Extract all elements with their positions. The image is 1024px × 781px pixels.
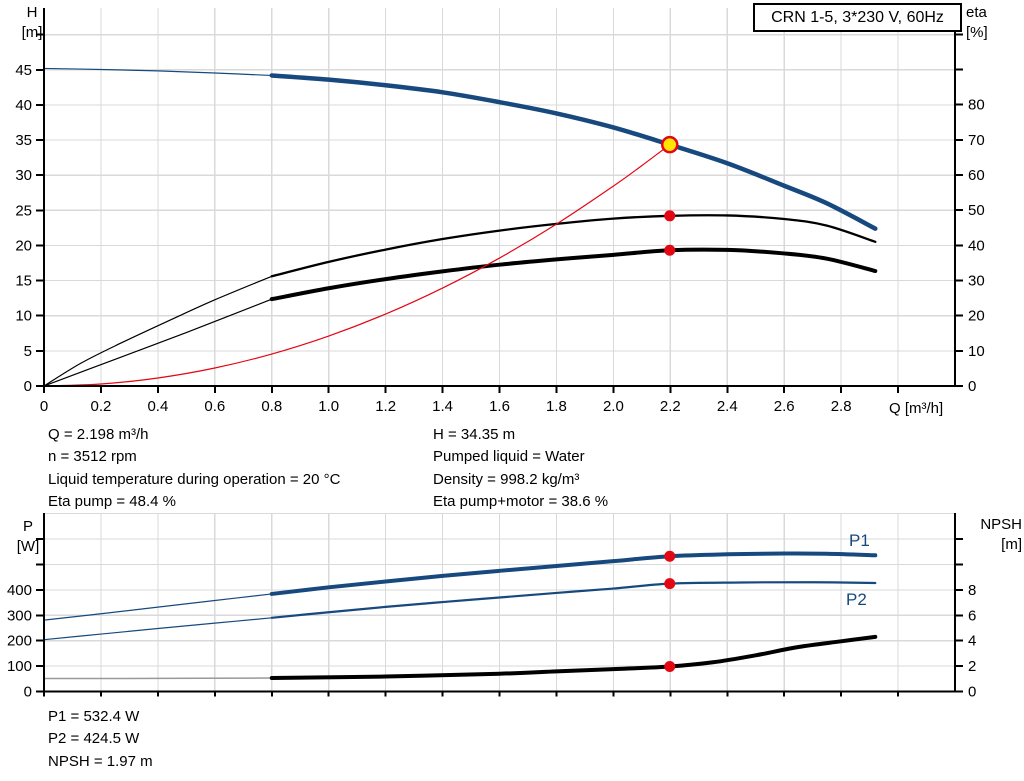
eta-axis-title-line2: [%] [966,24,988,41]
q-axis-title: Q [m³/h] [889,400,944,417]
svg-text:35: 35 [15,132,32,149]
p-axis-title-line1: P [22,518,33,535]
annotation-p1: P1 = 532.4 W [48,708,140,725]
power-data-column: P1 = 532.4 W P2 = 424.5 W NPSH = 1.97 m [48,706,153,773]
svg-text:20: 20 [968,308,985,325]
annotation-speed: n = 3512 rpm [48,448,137,466]
svg-text:0.4: 0.4 [147,398,168,415]
svg-text:40: 40 [15,97,32,114]
svg-text:1.8: 1.8 [546,398,567,415]
npsh-axis-title: NPSH [m] [955,515,1022,555]
svg-text:2.2: 2.2 [660,398,681,415]
svg-text:0: 0 [24,378,32,395]
annotation-npsh: NPSH = 1.97 m [48,752,153,770]
annotation-density: Density = 998.2 kg/m³ [433,470,580,488]
p1-curve-label: P1 [849,531,870,550]
npsh-axis-title-line1: NPSH [980,516,1022,533]
svg-text:1.6: 1.6 [489,398,510,415]
svg-text:1.0: 1.0 [318,398,339,415]
svg-text:20: 20 [15,237,32,254]
svg-text:300: 300 [7,607,32,624]
p-axis-title: P [W] [8,517,48,557]
model-title: CRN 1-5, 3*230 V, 60Hz [771,8,944,26]
svg-text:30: 30 [968,273,985,290]
svg-text:0: 0 [968,378,976,395]
svg-text:2.8: 2.8 [831,398,852,415]
svg-text:10: 10 [15,308,32,325]
svg-text:100: 100 [7,658,32,675]
svg-text:50: 50 [968,202,985,219]
h-axis-title: H [m] [12,3,52,43]
operating-data-left-column: Q = 2.198 m³/h n = 3512 rpm Liquid tempe… [48,424,340,513]
svg-text:2.0: 2.0 [603,398,624,415]
svg-text:1.2: 1.2 [375,398,396,415]
svg-text:60: 60 [968,167,985,184]
annotation-head: H = 34.35 m [433,426,516,443]
svg-text:10: 10 [968,343,985,360]
operating-data-right-column: H = 34.35 m Pumped liquid = Water Densit… [433,424,608,513]
svg-text:0.8: 0.8 [261,398,282,415]
svg-text:80: 80 [968,97,985,114]
model-title-box: CRN 1-5, 3*230 V, 60Hz [753,3,962,32]
p-axis-title-line2: [W] [16,538,40,555]
svg-text:5: 5 [24,343,32,360]
svg-text:0: 0 [40,398,48,415]
svg-text:70: 70 [968,132,985,149]
annotation-liquid-temperature: Liquid temperature during operation = 20… [48,470,341,488]
svg-text:6: 6 [968,607,976,624]
svg-text:8: 8 [968,582,976,599]
svg-text:1.4: 1.4 [432,398,453,415]
eta-axis-title: eta [%] [966,3,1018,43]
svg-text:15: 15 [15,273,32,290]
svg-text:2: 2 [968,658,976,675]
npsh-axis-title-line2: [m] [1001,536,1022,553]
h-axis-title-line2: [m] [21,24,43,41]
annotation-pumped-liquid: Pumped liquid = Water [433,448,585,466]
svg-text:25: 25 [15,202,32,219]
svg-text:0: 0 [968,684,976,701]
svg-text:40: 40 [968,237,985,254]
eta-axis-title-line1: eta [966,4,987,21]
svg-text:0: 0 [24,684,32,701]
svg-text:45: 45 [15,62,32,79]
annotation-p2: P2 = 424.5 W [48,730,140,748]
annotation-eta-pump-motor: Eta pump+motor = 38.6 % [433,492,609,510]
h-axis-title-line1: H [26,4,38,21]
p2-curve-label: P2 [846,590,867,609]
svg-text:400: 400 [7,582,32,599]
svg-text:0.6: 0.6 [204,398,225,415]
svg-text:2.4: 2.4 [717,398,738,415]
svg-text:4: 4 [968,633,976,650]
svg-text:0.2: 0.2 [91,398,112,415]
annotation-eta-pump: Eta pump = 48.4 % [48,492,176,510]
annotation-flow: Q = 2.198 m³/h [48,426,149,443]
svg-text:2.6: 2.6 [774,398,795,415]
svg-text:200: 200 [7,633,32,650]
svg-text:30: 30 [15,167,32,184]
